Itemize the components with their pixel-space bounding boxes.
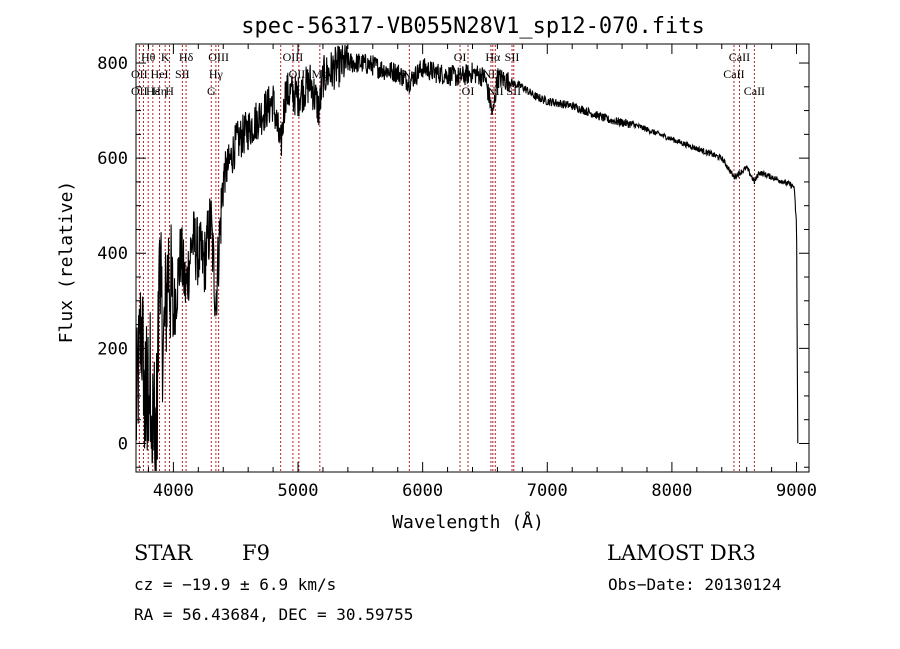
line-marker-layer bbox=[138, 45, 755, 471]
y-tick-label: 200 bbox=[97, 339, 128, 359]
x-tick-label: 8000 bbox=[651, 481, 692, 501]
spectral-line-label: Hα bbox=[485, 50, 501, 64]
spectral-line-label: Hδ bbox=[179, 50, 194, 64]
spectrum-line bbox=[135, 44, 799, 472]
y-tick-label: 800 bbox=[97, 54, 128, 74]
survey-name: LAMOST DR3 bbox=[607, 541, 756, 565]
spectral-line-label: CaII bbox=[729, 50, 750, 64]
coordinates: RA = 56.43684, DEC = 30.59755 bbox=[134, 605, 413, 624]
spectral-line-label: G bbox=[207, 84, 216, 98]
spectral-line-label: H bbox=[165, 84, 174, 98]
spectral-line-label: Hθ bbox=[141, 50, 156, 64]
axis-tick-layer: 4000 5000 6000 7000 8000 9000 0 200 400 600 800 bbox=[97, 44, 817, 501]
x-tick-label: 6000 bbox=[402, 481, 443, 501]
spectral-line-label: HeI bbox=[151, 67, 169, 81]
spectral-line-label: NII bbox=[487, 84, 504, 98]
y-tick-label: 600 bbox=[97, 149, 128, 169]
spectral-line-label: Hη bbox=[152, 84, 167, 98]
x-tick-label: 7000 bbox=[527, 481, 568, 501]
subclass: F9 bbox=[242, 541, 270, 565]
obs-date: Obs−Date: 20130124 bbox=[608, 575, 781, 594]
spectral-line-label: SII bbox=[505, 50, 520, 64]
spectral-line-label: OIII bbox=[289, 67, 310, 81]
spectral-line-label: SII bbox=[175, 67, 190, 81]
spectral-line-label: OI bbox=[462, 84, 475, 98]
plot-frame bbox=[135, 43, 810, 473]
y-tick-label: 400 bbox=[97, 244, 128, 264]
object-class: STAR bbox=[134, 541, 193, 565]
spectral-line-label: CaII bbox=[744, 84, 765, 98]
spectral-line-label: OI bbox=[454, 50, 467, 64]
x-axis-label: Wavelength (Å) bbox=[392, 511, 544, 533]
x-tick-label: 4000 bbox=[153, 481, 194, 501]
spectral-line-label: OII bbox=[131, 84, 148, 98]
spectral-line-label: Hγ bbox=[209, 67, 224, 81]
spectral-line-label: Hε bbox=[146, 84, 160, 98]
spectral-line-label: CaII bbox=[723, 67, 744, 81]
x-tick-label: 5000 bbox=[278, 481, 319, 501]
y-axis-label: Flux (relative) bbox=[56, 181, 77, 344]
spectral-line-label: OIII bbox=[283, 50, 304, 64]
spectral-line-label: OIII bbox=[208, 50, 229, 64]
spectral-line-label: OII bbox=[131, 67, 148, 81]
chart-title: spec-56317-VB055N28V1_sp12-070.fits bbox=[241, 14, 705, 39]
x-tick-label: 9000 bbox=[776, 481, 817, 501]
spectral-line-label: NII bbox=[483, 67, 500, 81]
redshift-text: cz = −19.9 ± 6.9 km/s bbox=[134, 575, 336, 594]
y-tick-label: 0 bbox=[118, 434, 128, 454]
spectral-line-label: K bbox=[161, 50, 170, 64]
